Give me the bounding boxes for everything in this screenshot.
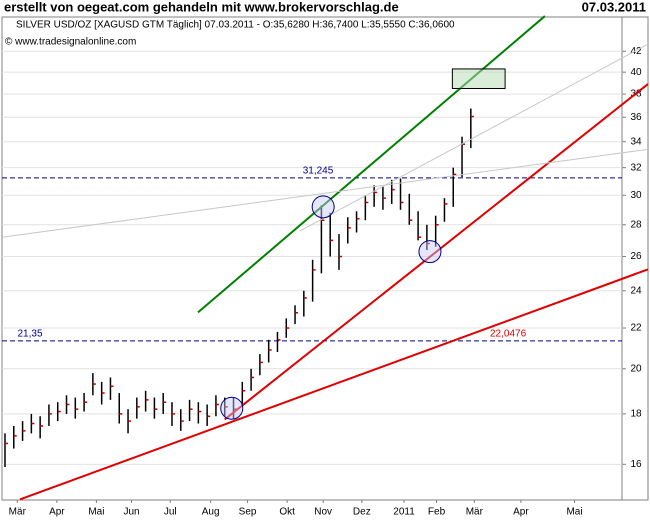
x-tick-label: Jul xyxy=(164,507,177,518)
plot-border xyxy=(1,16,649,501)
x-tick-label: Okt xyxy=(279,507,295,518)
x-tick-label: Aug xyxy=(202,507,220,518)
plot: 1618202224262830323436384042MärAprMaiJun… xyxy=(1,15,649,518)
y-tick-label: 42 xyxy=(630,46,642,57)
x-tick-label: Sep xyxy=(239,507,257,518)
x-tick-label: Mär xyxy=(466,507,484,518)
reference-label: 31,245 xyxy=(303,166,334,177)
reference-label: 21,35 xyxy=(17,328,42,339)
trendline xyxy=(1,148,648,238)
source: © www.tradesignalonline.com xyxy=(5,37,136,48)
x-tick-label: Jun xyxy=(123,507,139,518)
trendline xyxy=(299,43,649,232)
y-tick-label: 34 xyxy=(630,136,642,147)
chart-title: erstellt von oegeat.com gehandeln mit ww… xyxy=(4,0,399,14)
y-tick-label: 24 xyxy=(630,285,642,296)
y-tick-label: 40 xyxy=(630,67,642,78)
y-tick-label: 18 xyxy=(630,409,642,420)
trendline xyxy=(224,83,649,421)
y-tick-label: 36 xyxy=(630,112,642,123)
x-tick-label: Dez xyxy=(353,507,371,518)
y-tick-label: 28 xyxy=(630,219,642,230)
x-tick-label: Feb xyxy=(428,507,446,518)
highlight-circle xyxy=(311,195,335,219)
x-tick-label: Apr xyxy=(513,507,529,518)
trendline-label: 22,0476 xyxy=(490,329,527,340)
chart-date: 07.03.2011 xyxy=(582,0,646,14)
highlight-circle xyxy=(220,396,244,420)
chart-subtitle: SILVER USD/OZ [XAGUSD GTM Täglich] 07.03… xyxy=(16,20,455,31)
x-tick-label: Mai xyxy=(566,507,582,518)
y-tick-label: 32 xyxy=(630,162,642,173)
y-tick-label: 16 xyxy=(630,459,642,470)
x-tick-label: Mai xyxy=(88,507,104,518)
x-tick-label: Mär xyxy=(9,507,27,518)
highlight-circle xyxy=(418,240,442,264)
y-tick-label: 26 xyxy=(630,251,642,262)
x-tick-label: Nov xyxy=(314,507,332,518)
target-box xyxy=(451,68,506,89)
x-tick-label: Apr xyxy=(49,507,65,518)
y-tick-label: 20 xyxy=(630,363,642,374)
y-tick-label: 30 xyxy=(630,190,642,201)
trendline xyxy=(19,268,649,501)
y-tick-label: 22 xyxy=(630,323,642,334)
x-tick-label: 2011 xyxy=(393,507,415,518)
trendline xyxy=(197,15,546,314)
